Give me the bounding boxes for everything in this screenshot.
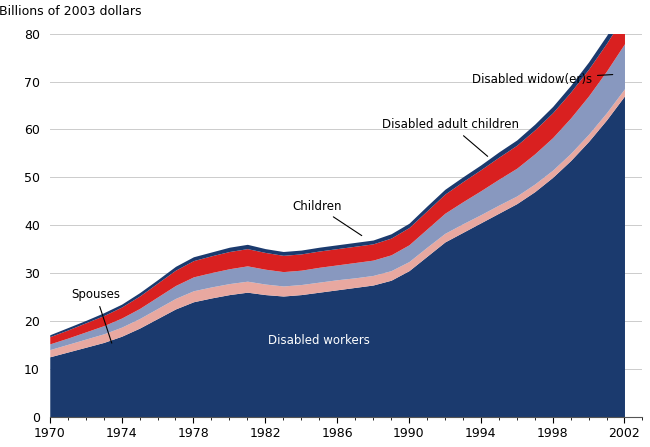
Text: Disabled workers: Disabled workers — [268, 333, 370, 346]
Text: Children: Children — [292, 199, 362, 236]
Text: Billions of 2003 dollars: Billions of 2003 dollars — [0, 5, 142, 18]
Text: Disabled widow(er)s: Disabled widow(er)s — [472, 73, 613, 86]
Text: Spouses: Spouses — [72, 288, 120, 343]
Text: Disabled adult children: Disabled adult children — [382, 118, 519, 156]
